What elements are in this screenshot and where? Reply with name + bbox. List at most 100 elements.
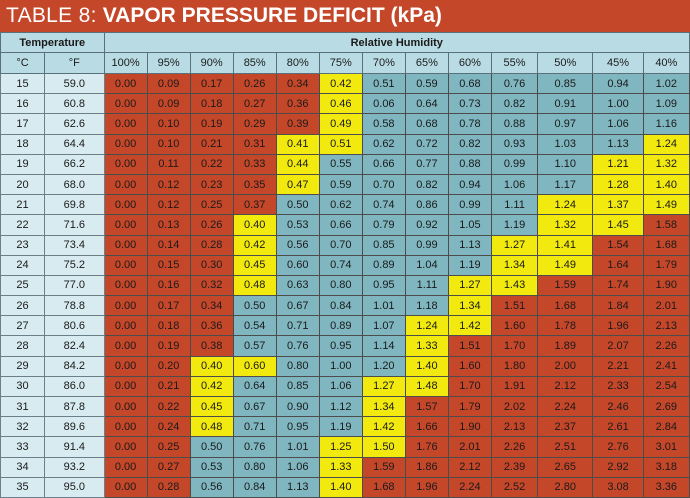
humidity-header-cell: 40% [642, 52, 690, 74]
vpd-cell: 0.85 [275, 375, 320, 398]
vpd-cell: 0.64 [232, 375, 277, 398]
vpd-cell: 0.92 [404, 214, 449, 236]
vpd-cell: 0.63 [275, 274, 320, 297]
vpd-cell: 1.27 [361, 375, 406, 398]
vpd-cell: 1.28 [592, 173, 644, 196]
vpd-cell: 0.67 [232, 395, 277, 418]
vpd-cell: 1.79 [447, 395, 492, 418]
vpd-cell: 0.22 [189, 153, 234, 175]
vpd-cell: 0.59 [404, 72, 449, 95]
vpd-cell: 0.17 [189, 72, 234, 95]
vpd-cell: 1.59 [537, 274, 594, 297]
humidity-header-cell: 70% [361, 52, 406, 74]
celsius-cell: 34 [0, 456, 46, 478]
vpd-cell: 1.24 [537, 194, 594, 216]
vpd-cell: 2.33 [592, 375, 644, 398]
vpd-cell: 0.38 [189, 335, 234, 357]
vpd-cell: 0.28 [189, 234, 234, 256]
vpd-cell: 0.00 [103, 274, 148, 297]
vpd-cell: 2.02 [490, 395, 539, 418]
vpd-cell: 2.21 [592, 355, 644, 377]
vpd-cell: 1.00 [318, 355, 363, 377]
fahrenheit-header: °F [44, 52, 105, 74]
celsius-cell: 15 [0, 72, 46, 95]
vpd-cell: 2.39 [490, 456, 539, 478]
vpd-cell: 0.27 [146, 456, 191, 478]
vpd-cell: 0.85 [361, 234, 406, 256]
table-row: 31 87.8 0.00 0.22 0.45 0.67 0.90 1.12 1.34 1.57 1.… [0, 395, 690, 418]
vpd-cell: 0.94 [592, 72, 644, 95]
fahrenheit-cell: 62.6 [44, 113, 105, 135]
vpd-cell: 0.82 [490, 93, 539, 115]
celsius-cell: 22 [0, 214, 46, 236]
vpd-cell: 0.58 [361, 113, 406, 135]
table-row: 28 82.4 0.00 0.19 0.38 0.57 0.76 0.95 1.14 1.33 1.… [0, 335, 690, 357]
vpd-cell: 0.80 [318, 274, 363, 297]
vpd-cell: 1.40 [404, 355, 449, 377]
vpd-cell: 0.30 [189, 254, 234, 276]
celsius-cell: 23 [0, 234, 46, 256]
vpd-cell: 1.90 [642, 274, 690, 297]
vpd-cell: 1.04 [404, 254, 449, 276]
vpd-cell: 0.80 [275, 355, 320, 377]
vpd-cell: 1.80 [490, 355, 539, 377]
fahrenheit-cell: 91.4 [44, 436, 105, 458]
vpd-cell: 0.67 [275, 295, 320, 317]
vpd-cell: 0.29 [232, 113, 277, 135]
vpd-cell: 0.39 [275, 113, 320, 135]
fahrenheit-cell: 71.6 [44, 214, 105, 236]
vpd-cell: 1.40 [642, 173, 690, 196]
table-title-prefix: TABLE 8: [6, 4, 97, 27]
vpd-cell: 0.77 [404, 153, 449, 175]
vpd-cell: 0.21 [146, 375, 191, 398]
vpd-cell: 0.53 [275, 214, 320, 236]
vpd-cell: 0.60 [275, 254, 320, 276]
table-row: 17 62.6 0.00 0.10 0.19 0.29 0.39 0.49 0.58 0.68 0.… [0, 113, 690, 135]
vpd-cell: 3.01 [642, 436, 690, 458]
vpd-cell: 1.32 [642, 153, 690, 175]
vpd-cell: 0.93 [490, 133, 539, 155]
vpd-cell: 1.90 [447, 416, 492, 438]
vpd-cell: 0.11 [146, 153, 191, 175]
table-row: 23 73.4 0.00 0.14 0.28 0.42 0.56 0.70 0.85 0.99 1.… [0, 234, 690, 256]
vpd-cell: 0.13 [146, 214, 191, 236]
vpd-cell: 0.50 [189, 436, 234, 458]
vpd-cell: 0.00 [103, 234, 148, 256]
vpd-cell: 1.41 [537, 234, 594, 256]
table-row: 15 59.0 0.00 0.09 0.17 0.26 0.34 0.42 0.51 0.59 0.… [0, 72, 690, 95]
vpd-cell: 1.06 [275, 456, 320, 478]
vpd-cell: 0.00 [103, 456, 148, 478]
fahrenheit-cell: 93.2 [44, 456, 105, 478]
vpd-cell: 1.60 [447, 355, 492, 377]
celsius-cell: 30 [0, 375, 46, 398]
table-row: 35 95.0 0.00 0.28 0.56 0.84 1.13 1.40 1.68 1.96 2.… [0, 476, 690, 498]
vpd-cell: 0.85 [537, 72, 594, 95]
vpd-cell: 0.00 [103, 335, 148, 357]
vpd-cell: 0.59 [318, 173, 363, 196]
vpd-cell: 0.00 [103, 476, 148, 498]
vpd-cell: 0.49 [318, 113, 363, 135]
vpd-cell: 2.01 [642, 295, 690, 317]
vpd-cell: 0.57 [232, 335, 277, 357]
vpd-cell: 0.15 [146, 254, 191, 276]
vpd-cell: 0.76 [275, 335, 320, 357]
vpd-cell: 3.08 [592, 476, 644, 498]
vpd-cell: 0.12 [146, 173, 191, 196]
celsius-cell: 20 [0, 173, 46, 196]
vpd-cell: 0.45 [189, 395, 234, 418]
fahrenheit-cell: 78.8 [44, 295, 105, 317]
vpd-cell: 1.51 [447, 335, 492, 357]
table-row: 32 89.6 0.00 0.24 0.48 0.71 0.95 1.19 1.42 1.66 1.… [0, 416, 690, 438]
vpd-cell: 1.49 [537, 254, 594, 276]
vpd-cell: 2.41 [642, 355, 690, 377]
fahrenheit-cell: 60.8 [44, 93, 105, 115]
vpd-cell: 1.06 [318, 375, 363, 398]
vpd-cell: 0.62 [361, 133, 406, 155]
vpd-cell: 2.24 [537, 395, 594, 418]
vpd-cell: 0.86 [404, 194, 449, 216]
vpd-cell: 1.13 [275, 476, 320, 498]
vpd-cell: 1.01 [275, 436, 320, 458]
vpd-cell: 1.59 [361, 456, 406, 478]
vpd-cell: 0.19 [146, 335, 191, 357]
vpd-cell: 0.00 [103, 395, 148, 418]
